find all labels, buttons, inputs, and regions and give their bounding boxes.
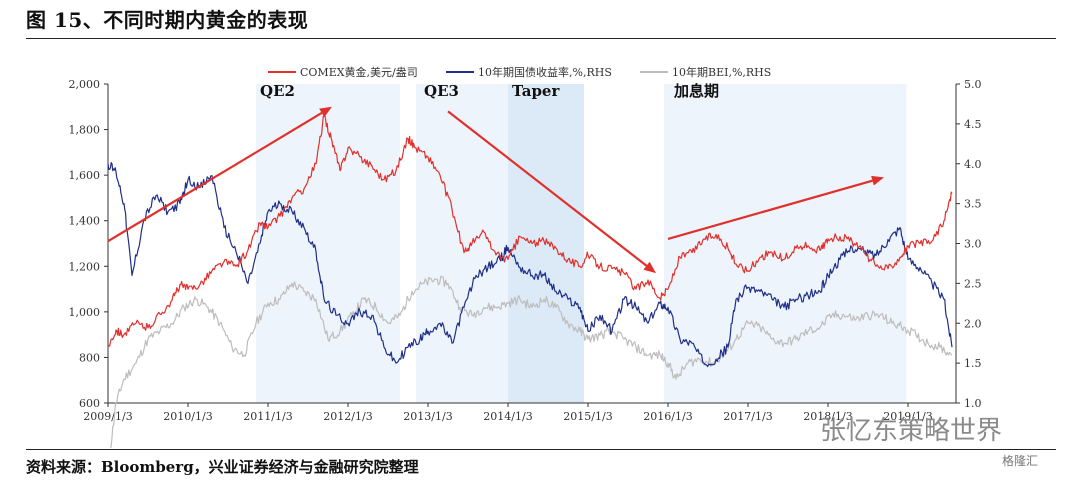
- gold-performance-chart: 600 800 1,000 1,200 1,400 1,600 1,800 2,000 1.0 1…: [69, 65, 982, 448]
- y-right-tick-label: 3.5: [964, 198, 982, 211]
- badge-text: 格隆汇: [1002, 454, 1039, 468]
- period-label-0: QE2: [260, 82, 295, 100]
- x-tick-label: 2016/1/3: [643, 410, 692, 423]
- legend-label-1: 10年期国债收益率,%,RHS: [478, 65, 612, 79]
- y-left-tick-label: 1,600: [69, 169, 101, 182]
- y-right-tick-label: 2.0: [964, 317, 982, 330]
- trend-arrow-0: [107, 112, 323, 243]
- figure-title: 图 15、不同时期内黄金的表现: [26, 8, 309, 32]
- series-line-1: [107, 162, 953, 368]
- period-shade-3: [664, 84, 907, 403]
- trend-arrow-1: [447, 110, 648, 267]
- chart-axes: 600 800 1,000 1,200 1,400 1,600 1,800 2,000 1.0 1…: [69, 78, 982, 423]
- y-right-tick-label: 1.0: [964, 397, 982, 410]
- x-tick-label: 2010/1/3: [163, 410, 212, 423]
- period-shades: [256, 84, 907, 403]
- top-rule: [26, 38, 1056, 39]
- period-label-1: QE3: [424, 82, 459, 100]
- source-note: 资料来源：Bloomberg，兴业证券经济与金融研究院整理: [26, 458, 419, 476]
- x-tick-label: 2019/1/3: [883, 410, 932, 423]
- x-tick-label: 2018/1/3: [803, 410, 852, 423]
- y-left-tick-label: 1,400: [69, 215, 101, 228]
- y-right-tick-label: 5.0: [964, 78, 982, 91]
- series-line-2: [110, 275, 953, 448]
- x-tick-label: 2012/1/3: [323, 410, 372, 423]
- y-left-tick-label: 2,000: [69, 78, 101, 91]
- y-right-tick-label: 3.0: [964, 238, 982, 251]
- trend-arrow-head-1: [643, 261, 656, 274]
- legend-label-0: COMEX黄金,美元/盎司: [300, 65, 418, 79]
- x-tick-label: 2011/1/3: [243, 410, 292, 423]
- bottom-rule: [26, 449, 1056, 450]
- y-left-tick-label: 800: [79, 351, 100, 364]
- trend-arrow-2: [667, 179, 873, 241]
- legend-label-2: 10年期BEI,%,RHS: [672, 65, 771, 79]
- trend-arrow-head-0: [319, 106, 332, 118]
- x-tick-label: 2015/1/3: [563, 410, 612, 423]
- y-right-tick-label: 1.5: [964, 357, 982, 370]
- trend-arrow-head-2: [871, 175, 884, 186]
- x-tick-label: 2013/1/3: [403, 410, 452, 423]
- y-left-tick-label: 1,800: [69, 124, 101, 137]
- y-right-tick-label: 4.0: [964, 158, 982, 171]
- x-tick-label: 2009/1/3: [83, 410, 132, 423]
- period-labels: QE2 QE3 Taper 加息期: [260, 82, 719, 100]
- period-label-3: 加息期: [673, 82, 719, 100]
- legend: COMEX黄金,美元/盎司 10年期国债收益率,%,RHS 10年期BEI,%,RH…: [268, 65, 771, 79]
- y-left-tick-label: 1,200: [69, 260, 101, 273]
- y-right-tick-label: 2.5: [964, 277, 982, 290]
- trend-arrows: [107, 106, 884, 274]
- y-left-tick-label: 1,000: [69, 306, 101, 319]
- series-line-0: [107, 114, 953, 347]
- x-tick-label: 2014/1/3: [483, 410, 532, 423]
- x-tick-label: 2017/1/3: [723, 410, 772, 423]
- y-right-tick-label: 4.5: [964, 118, 982, 131]
- period-label-2: Taper: [512, 82, 560, 100]
- y-left-tick-label: 600: [79, 397, 100, 410]
- series-lines: [107, 114, 953, 448]
- watermark-text: 张忆东策略世界: [820, 416, 1003, 446]
